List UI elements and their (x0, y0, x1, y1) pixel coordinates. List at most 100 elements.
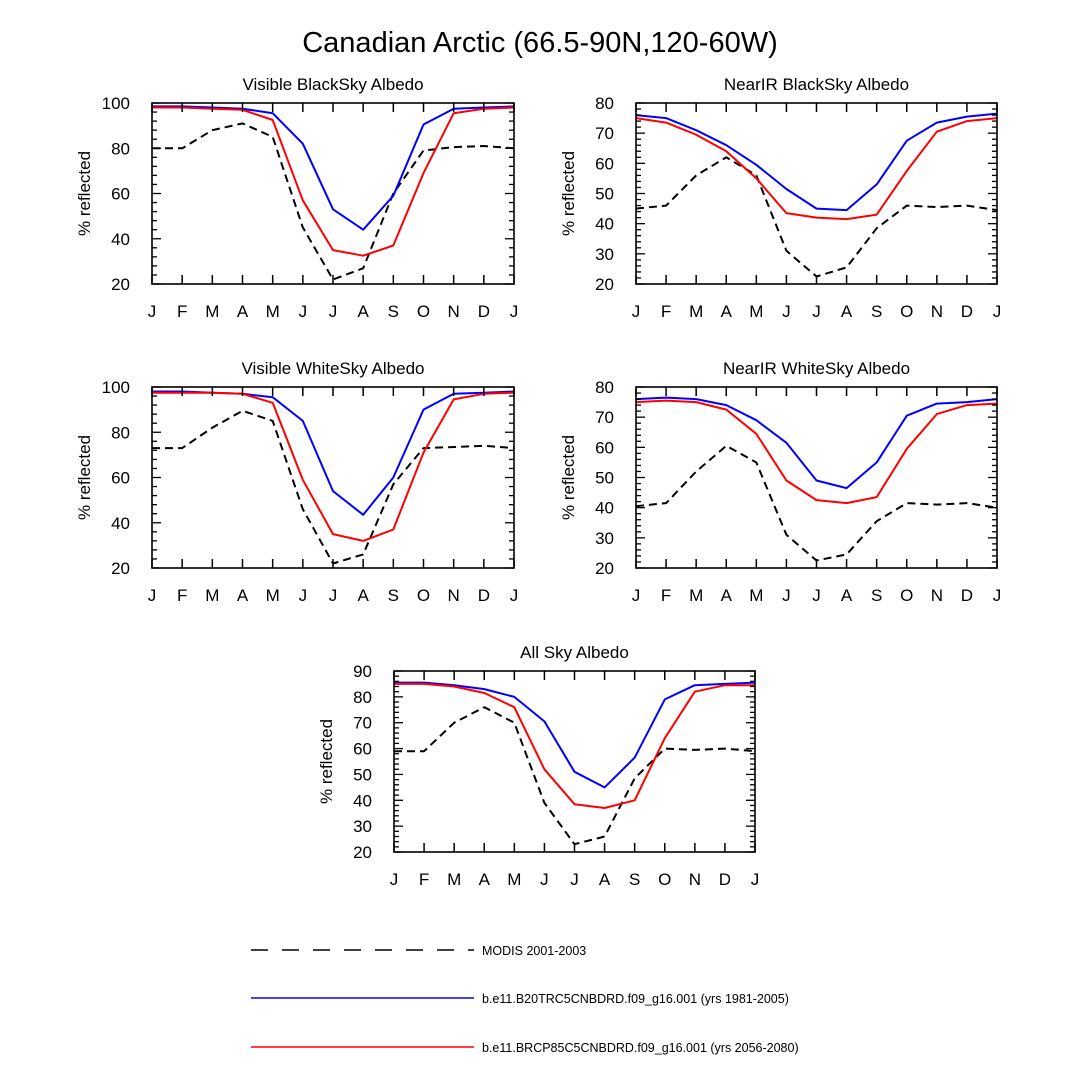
y-tick-label: 60 (111, 185, 130, 204)
y-tick-label: 60 (595, 438, 614, 457)
y-tick-label: 70 (595, 124, 614, 143)
x-tick-label: O (417, 302, 430, 321)
rcp85-line (635, 399, 998, 505)
modis-line (394, 706, 756, 846)
x-tick-label: F (419, 870, 429, 889)
legend-label: b.e11.BRCP85C5CNBDRD.f09_g16.001 (yrs 20… (482, 1041, 799, 1055)
y-tick-label: 60 (111, 469, 130, 488)
y-tick-label: 30 (595, 529, 614, 548)
historical-line (635, 396, 998, 490)
x-tick-label: D (478, 302, 490, 321)
x-tick-label: A (357, 302, 369, 321)
x-tick-label: M (689, 586, 703, 605)
x-tick-label: J (148, 586, 157, 605)
y-axis-label: % reflected (317, 719, 336, 804)
x-tick-label: N (448, 586, 460, 605)
y-tick-label: 40 (353, 791, 372, 810)
x-tick-label: A (357, 586, 369, 605)
y-tick-label: 70 (353, 714, 372, 733)
x-tick-label: J (510, 302, 519, 321)
x-tick-label: J (329, 586, 338, 605)
y-tick-label: 40 (595, 499, 614, 518)
x-tick-label: D (961, 302, 973, 321)
y-axis-label: % reflected (75, 435, 94, 520)
x-tick-label: J (782, 586, 791, 605)
y-tick-label: 80 (595, 94, 614, 113)
x-tick-label: F (661, 586, 671, 605)
y-axis-label: % reflected (559, 151, 578, 236)
x-tick-label: A (841, 586, 853, 605)
y-tick-label: 40 (111, 514, 130, 533)
x-tick-label: D (961, 586, 973, 605)
x-tick-label: J (632, 302, 641, 321)
x-tick-label: J (329, 302, 338, 321)
x-tick-label: M (507, 870, 521, 889)
x-tick-label: A (599, 870, 611, 889)
historical-line (394, 681, 756, 789)
y-tick-label: 70 (595, 408, 614, 427)
x-tick-label: N (931, 302, 943, 321)
x-tick-label: S (871, 302, 882, 321)
y-tick-label: 60 (595, 154, 614, 173)
x-tick-label: F (177, 302, 187, 321)
y-tick-label: 80 (595, 378, 614, 397)
x-tick-label: F (661, 302, 671, 321)
x-tick-label: A (721, 586, 733, 605)
x-tick-label: S (388, 302, 399, 321)
x-tick-label: J (812, 586, 821, 605)
x-tick-label: O (658, 870, 671, 889)
x-tick-label: N (448, 302, 460, 321)
rcp85-line (394, 682, 755, 809)
x-tick-label: S (388, 586, 399, 605)
x-tick-label: J (390, 870, 399, 889)
rcp85-line (152, 106, 515, 257)
x-tick-label: M (205, 586, 219, 605)
rcp85-line (635, 117, 998, 221)
plot-frame (151, 102, 515, 285)
y-axis-label: % reflected (559, 435, 578, 520)
x-tick-label: J (570, 870, 579, 889)
y-tick-label: 60 (353, 740, 372, 759)
x-tick-label: S (871, 586, 882, 605)
plot-frame (393, 670, 756, 853)
y-tick-label: 20 (111, 559, 130, 578)
y-tick-label: 50 (595, 185, 614, 204)
x-tick-label: M (447, 870, 461, 889)
x-tick-label: J (993, 586, 1002, 605)
x-tick-label: F (177, 586, 187, 605)
y-tick-label: 20 (353, 843, 372, 862)
x-tick-label: J (782, 302, 791, 321)
x-tick-label: O (900, 302, 913, 321)
x-tick-label: J (751, 870, 760, 889)
y-tick-label: 80 (353, 688, 372, 707)
legend-label: b.e11.B20TRC5CNBDRD.f09_g16.001 (yrs 198… (482, 992, 789, 1006)
y-tick-label: 30 (353, 817, 372, 836)
y-tick-label: 100 (102, 378, 130, 397)
modis-line (152, 409, 515, 565)
x-tick-label: M (749, 302, 763, 321)
y-tick-label: 100 (102, 94, 130, 113)
y-tick-label: 20 (595, 275, 614, 294)
x-tick-label: J (510, 586, 519, 605)
x-tick-label: N (689, 870, 701, 889)
y-tick-label: 50 (353, 765, 372, 784)
panel-title: All Sky Albedo (520, 643, 629, 662)
x-tick-label: D (478, 586, 490, 605)
y-tick-label: 30 (595, 245, 614, 264)
x-tick-label: A (237, 586, 249, 605)
modis-line (635, 444, 998, 562)
x-tick-label: J (148, 302, 157, 321)
x-tick-label: J (299, 302, 308, 321)
x-tick-label: J (632, 586, 641, 605)
historical-line (152, 390, 515, 516)
y-tick-label: 50 (595, 469, 614, 488)
y-tick-label: 20 (595, 559, 614, 578)
legend-label: MODIS 2001-2003 (482, 944, 586, 958)
y-tick-label: 40 (111, 230, 130, 249)
x-tick-label: N (931, 586, 943, 605)
x-tick-label: M (266, 302, 280, 321)
